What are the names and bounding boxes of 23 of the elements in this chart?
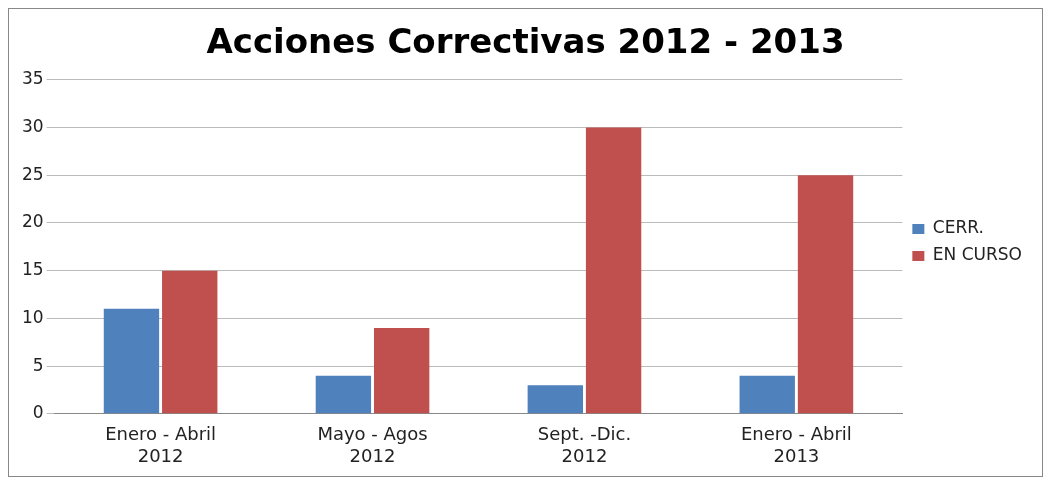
y-tick-label: 15 [21,259,44,280]
bar [797,175,854,414]
x-tick-label: Sept. -Dic. 2012 [537,423,632,466]
x-tick-label: Mayo - Agos 2012 [317,423,428,466]
bar [373,327,430,414]
bar [739,375,795,414]
y-tick-label: 35 [21,68,44,89]
legend-label: EN CURSO [932,244,1023,265]
bar [103,308,160,414]
bar [315,375,372,414]
bar [585,127,642,414]
y-tick-label: 5 [32,354,44,375]
bar [162,270,218,414]
y-tick-label: 25 [21,163,44,184]
y-tick-label: 10 [21,306,44,327]
y-tick-label: 30 [21,115,44,136]
x-tick-label: Enero - Abril 2012 [105,423,217,466]
legend-label: CERR. [932,217,984,238]
x-tick-label: Enero - Abril 2013 [740,423,852,466]
y-tick-label: 0 [32,402,44,423]
y-tick-label: 20 [21,211,44,232]
bar [527,385,583,414]
chart-title: Acciones Correctivas 2012 - 2013 [206,21,845,62]
